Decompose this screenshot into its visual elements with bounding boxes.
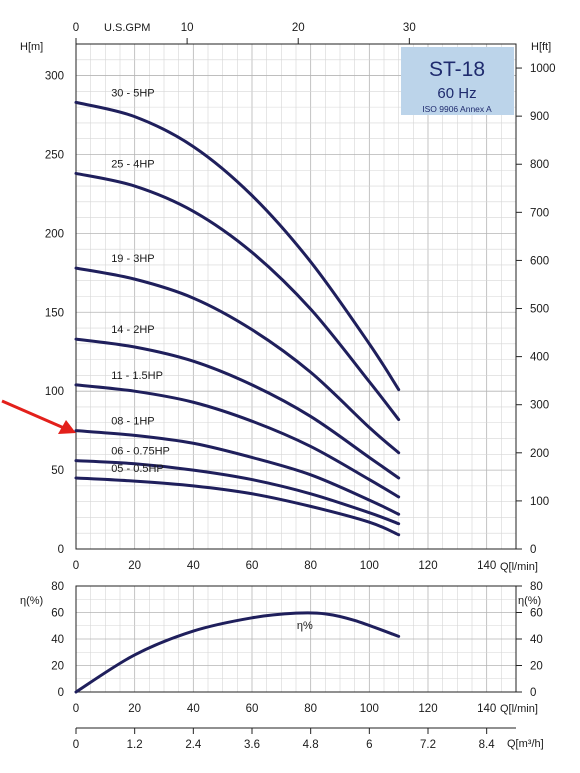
flow-m3h-label: Q[m³/h]: [507, 738, 544, 750]
ft-tick-label: 800: [530, 159, 549, 171]
series-label: 14 - 2HP: [111, 324, 154, 336]
x-axis-label-bottom: Q[l/min]: [500, 561, 538, 573]
ft-tick-label: 1000: [530, 63, 556, 75]
series-label: 19 - 3HP: [111, 253, 154, 265]
chart-note: ISO 9906 Annex A: [422, 104, 492, 114]
y-tick-label: 0: [58, 544, 64, 556]
eff-x-tick-label: 100: [360, 703, 379, 715]
y-axis-label-left: H[m]: [20, 41, 43, 53]
x-tick-label: 0: [73, 560, 79, 572]
chart-title: ST-18: [429, 58, 485, 81]
eff-y-label-right: η(%): [518, 595, 541, 607]
head-curve-series: [74, 171, 401, 422]
ft-tick-label: 500: [530, 304, 549, 316]
title-box-bg: [401, 47, 514, 115]
head-curve-series: [74, 429, 401, 516]
ft-tick-label: 400: [530, 352, 549, 364]
x-axis-label-top: U.S.GPM: [104, 22, 150, 34]
series-label: 11 - 1.5HP: [111, 370, 163, 382]
gpm-tick-label: 10: [181, 22, 194, 34]
series-label: 05 - 0.5HP: [111, 463, 164, 475]
gpm-tick-label: 30: [403, 22, 416, 34]
eff-x-tick-label: 60: [246, 703, 259, 715]
eff-y-tick-label: 0: [58, 687, 64, 699]
y-tick-label: 150: [45, 307, 64, 319]
x-tick-label: 60: [246, 560, 259, 572]
efficiency-curve-label: η%: [297, 620, 313, 632]
ft-tick-label: 700: [530, 207, 549, 219]
series-label: 25 - 4HP: [111, 158, 154, 170]
x-tick-label: 100: [360, 560, 379, 572]
red-arrow-icon: [1, 399, 76, 434]
eff-x-tick-label: 140: [477, 703, 496, 715]
ft-tick-label: 0: [530, 544, 536, 556]
ft-tick-label: 100: [530, 496, 549, 508]
chart-subtitle: 60 Hz: [437, 85, 476, 102]
ft-tick-label: 200: [530, 448, 549, 460]
head-plot-frame: [75, 43, 517, 550]
head-curve-series: [74, 383, 401, 499]
eff-y-label-left: η(%): [20, 595, 43, 607]
head-curve-series: [74, 266, 401, 455]
series-label: 08 - 1HP: [111, 416, 154, 428]
ft-tick-label: 600: [530, 255, 549, 267]
eff-x-tick-label: 80: [304, 703, 317, 715]
y-tick-label: 100: [45, 386, 64, 398]
head-curve-series: [74, 337, 401, 480]
y-tick-label: 200: [45, 228, 64, 240]
m3h-tick-label: 4.8: [303, 739, 319, 751]
m3h-tick-label: 1.2: [127, 739, 143, 751]
eff-y-tick-label: 80: [51, 581, 64, 593]
head-curve-series: [74, 459, 401, 526]
m3h-tick-label: 2.4: [185, 739, 202, 751]
eff-y-tick-label: 20: [51, 661, 64, 673]
efficiency-curve: [74, 611, 401, 694]
x-tick-label: 20: [128, 560, 141, 572]
eff-x-label: Q[l/min]: [500, 703, 538, 715]
eff-y-tick-label-right: 80: [530, 581, 543, 593]
x-tick-label: 140: [477, 560, 496, 572]
x-tick-label: 120: [418, 560, 437, 572]
gpm-tick-label: 0: [73, 22, 79, 34]
eff-y-tick-label-right: 40: [530, 634, 543, 646]
x-tick-label: 40: [187, 560, 200, 572]
m3h-tick-label: 6: [366, 739, 372, 751]
m3h-tick-label: 0: [73, 739, 79, 751]
ft-tick-label: 900: [530, 111, 549, 123]
title-box: ST-18 60 Hz ISO 9906 Annex A: [401, 47, 514, 115]
series-label: 30 - 5HP: [111, 87, 154, 99]
y-tick-label: 300: [45, 71, 64, 83]
eff-y-tick-label-right: 0: [530, 687, 536, 699]
y-axis-label-right: H[ft]: [531, 41, 551, 53]
x-tick-label: 80: [304, 560, 317, 572]
m3h-tick-label: 3.6: [244, 739, 260, 751]
head-curve-series: [74, 476, 401, 537]
m3h-tick-label: 7.2: [420, 739, 436, 751]
eff-x-tick-label: 0: [73, 703, 79, 715]
eff-x-tick-label: 40: [187, 703, 200, 715]
eff-y-tick-label: 60: [51, 608, 64, 620]
m3h-tick-label: 8.4: [479, 739, 496, 751]
y-tick-label: 250: [45, 149, 64, 161]
eff-y-tick-label-right: 60: [530, 608, 543, 620]
head-curve-series: [74, 100, 401, 392]
gpm-tick-label: 20: [292, 22, 305, 34]
eff-y-tick-label-right: 20: [530, 661, 543, 673]
eff-y-tick-label: 40: [51, 634, 64, 646]
eff-x-tick-label: 20: [128, 703, 141, 715]
y-tick-label: 50: [51, 465, 64, 477]
ft-tick-label: 300: [530, 400, 549, 412]
eff-x-tick-label: 120: [418, 703, 437, 715]
series-label: 06 - 0.75HP: [111, 446, 170, 458]
